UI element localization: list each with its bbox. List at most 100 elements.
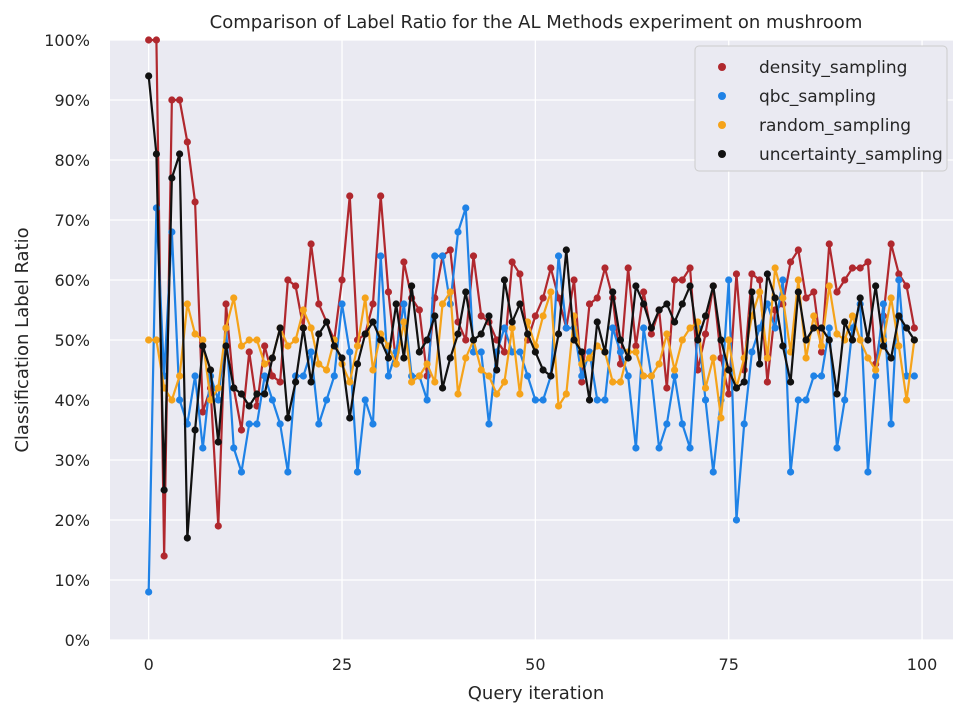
data-point [616, 360, 625, 368]
data-point [794, 396, 802, 404]
data-point [810, 324, 818, 332]
data-point [833, 390, 841, 398]
data-point [237, 342, 246, 350]
data-point [856, 294, 864, 302]
data-point [191, 372, 199, 380]
data-point [902, 282, 911, 290]
y-tick-label: 100% [44, 31, 90, 50]
data-point [168, 174, 176, 182]
y-axis-label: Classification Label Ratio [12, 227, 33, 452]
data-point [539, 294, 547, 302]
data-point [160, 552, 168, 560]
data-point [895, 276, 903, 284]
data-point [191, 330, 199, 338]
data-point [539, 312, 547, 320]
data-point [462, 204, 470, 212]
data-point [315, 420, 323, 428]
data-point [183, 138, 191, 146]
data-point [531, 312, 539, 320]
data-point [848, 312, 857, 320]
data-point [446, 246, 454, 254]
data-point [245, 402, 253, 410]
data-point [160, 486, 168, 494]
data-point [400, 258, 408, 266]
data-point [431, 312, 439, 320]
data-point [145, 36, 153, 44]
data-point [640, 300, 648, 308]
data-point [609, 324, 617, 332]
data-point [786, 378, 795, 386]
data-point [183, 300, 191, 308]
data-point [152, 150, 161, 158]
data-point [261, 360, 269, 368]
data-point [740, 378, 748, 386]
data-point [145, 336, 153, 344]
data-point [508, 324, 516, 332]
data-point [268, 372, 277, 380]
data-point [872, 366, 880, 374]
data-point [168, 396, 176, 404]
data-point [825, 282, 833, 290]
y-tick-label: 30% [54, 451, 90, 470]
data-point [740, 420, 748, 428]
data-point [516, 390, 524, 398]
data-point [299, 324, 307, 332]
data-point [756, 276, 764, 284]
data-point [786, 468, 795, 476]
data-point [647, 324, 655, 332]
data-point [585, 300, 594, 308]
legend-marker [718, 63, 726, 71]
data-point [779, 276, 787, 284]
data-point [779, 342, 787, 350]
data-point [253, 420, 261, 428]
data-point [292, 378, 300, 386]
data-point [353, 468, 362, 476]
data-point [438, 384, 447, 392]
data-point [748, 270, 756, 278]
data-point [593, 318, 601, 326]
data-point [400, 318, 408, 326]
x-tick-label: 0 [144, 655, 154, 674]
data-point [276, 420, 284, 428]
data-point [307, 378, 315, 386]
data-point [624, 354, 632, 362]
data-point [469, 336, 478, 344]
data-point [253, 336, 261, 344]
data-point [276, 324, 284, 332]
data-point [609, 378, 617, 386]
data-point [701, 396, 710, 404]
data-point [454, 228, 462, 236]
data-point [284, 414, 292, 422]
data-point [237, 426, 246, 434]
data-point [199, 336, 207, 344]
data-point [400, 300, 408, 308]
data-point [338, 300, 346, 308]
data-point [756, 360, 764, 368]
series-layer [145, 36, 918, 596]
data-point [624, 264, 632, 272]
data-point [786, 258, 795, 266]
y-tick-label: 60% [54, 271, 90, 290]
data-point [299, 306, 307, 314]
data-point [168, 96, 176, 104]
data-point [833, 288, 841, 296]
data-point [864, 468, 872, 476]
data-point [593, 294, 601, 302]
data-point [794, 246, 802, 254]
data-point [199, 342, 207, 350]
data-point [176, 396, 184, 404]
data-point [810, 312, 818, 320]
data-point [902, 396, 911, 404]
data-point [810, 288, 818, 296]
data-point [833, 330, 841, 338]
data-point [725, 390, 733, 398]
data-point [508, 258, 516, 266]
data-point [686, 444, 694, 452]
data-point [230, 384, 238, 392]
data-point [725, 336, 733, 344]
data-point [377, 192, 385, 200]
data-point [206, 396, 215, 404]
data-point [230, 444, 238, 452]
data-point [547, 264, 555, 272]
data-point [694, 336, 702, 344]
